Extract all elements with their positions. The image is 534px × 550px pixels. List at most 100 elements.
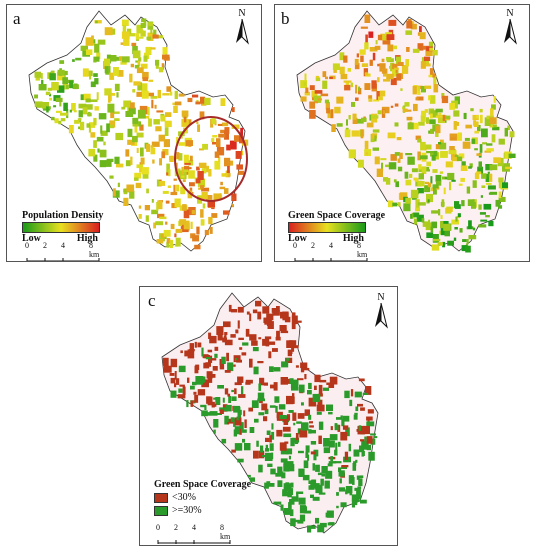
parcel	[83, 93, 91, 101]
parcel	[198, 390, 204, 394]
parcel	[461, 161, 466, 169]
parcel	[382, 38, 391, 45]
parcel	[314, 374, 321, 383]
parcel	[89, 70, 92, 80]
parcel	[220, 181, 223, 186]
parcel	[376, 91, 381, 100]
parcel	[220, 129, 227, 134]
parcel	[340, 502, 347, 508]
parcel	[366, 444, 371, 451]
parcel	[237, 376, 244, 383]
parcel	[186, 400, 189, 408]
parcel	[485, 164, 493, 171]
parcel	[204, 229, 209, 236]
parcel	[489, 117, 497, 124]
parcel	[140, 22, 146, 28]
parcel	[361, 441, 369, 450]
parcel	[239, 347, 243, 350]
parcel	[484, 117, 491, 126]
parcel	[289, 378, 294, 384]
parcel	[85, 49, 93, 55]
parcel	[175, 237, 181, 247]
parcel	[327, 522, 334, 526]
parcel	[318, 492, 326, 495]
parcel	[308, 429, 312, 434]
parcel	[134, 172, 142, 179]
parcel	[351, 494, 360, 502]
parcel	[426, 232, 434, 238]
parcel	[279, 442, 287, 451]
parcel	[317, 98, 322, 101]
parcel	[136, 24, 143, 33]
parcel	[242, 438, 246, 443]
parcel	[264, 408, 269, 415]
parcel	[85, 98, 91, 103]
parcel	[78, 103, 87, 109]
parcel	[348, 475, 354, 484]
parcel	[234, 135, 240, 142]
parcel	[435, 144, 441, 150]
parcel	[297, 378, 304, 381]
north-arrow-icon	[375, 302, 388, 329]
parcel	[199, 148, 204, 151]
parcel	[211, 401, 215, 408]
parcel	[493, 96, 496, 103]
parcel	[179, 219, 187, 225]
parcel	[430, 128, 434, 134]
parcel	[80, 45, 88, 51]
parcel	[383, 79, 391, 82]
parcel	[234, 388, 237, 395]
parcel	[456, 216, 461, 219]
parcel	[241, 352, 247, 356]
parcel	[269, 443, 274, 451]
parcel	[432, 238, 441, 242]
parcel	[214, 346, 219, 351]
parcel	[239, 409, 242, 415]
parcel	[136, 36, 144, 39]
parcel	[217, 385, 224, 389]
parcel	[468, 166, 472, 169]
parcel	[413, 177, 418, 181]
parcel	[461, 200, 465, 207]
parcel	[200, 209, 204, 218]
parcel	[449, 103, 456, 110]
parcel	[354, 487, 361, 491]
parcel	[483, 203, 492, 210]
parcel	[249, 477, 255, 482]
parcel	[93, 140, 97, 148]
parcel	[162, 47, 168, 55]
parcel	[237, 458, 244, 463]
parcel	[280, 504, 284, 511]
parcel	[269, 435, 272, 443]
parcel	[474, 172, 480, 180]
parcel	[145, 46, 152, 55]
parcel	[121, 31, 130, 39]
parcel	[211, 118, 216, 125]
parcel	[69, 80, 73, 89]
parcel	[402, 108, 408, 112]
parcel	[132, 50, 141, 59]
parcel	[169, 91, 173, 96]
parcel	[132, 135, 138, 143]
parcel	[334, 424, 339, 431]
parcel	[404, 102, 410, 107]
parcel	[228, 396, 232, 403]
parcel	[438, 142, 442, 145]
parcel	[469, 163, 473, 168]
parcel	[135, 33, 140, 40]
parcel	[444, 115, 451, 120]
parcel	[417, 138, 422, 143]
parcel	[195, 364, 200, 370]
parcel	[438, 112, 442, 115]
parcel	[139, 124, 144, 131]
parcel	[271, 423, 274, 430]
parcel	[381, 162, 384, 172]
parcel	[507, 125, 510, 131]
parcel	[254, 418, 259, 423]
parcel	[367, 409, 374, 414]
parcel	[137, 82, 143, 91]
parcel	[139, 167, 144, 173]
parcel	[292, 437, 300, 443]
parcel	[167, 185, 171, 188]
parcel	[419, 32, 426, 40]
